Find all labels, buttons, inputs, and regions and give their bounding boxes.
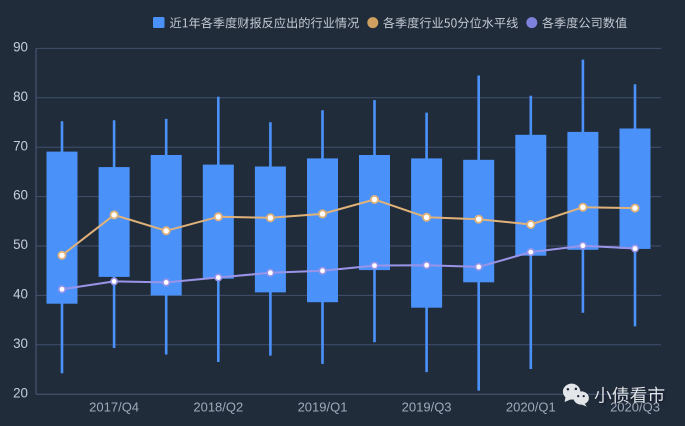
svg-text:2017/Q4: 2017/Q4 [89,399,139,414]
svg-text:60: 60 [13,188,28,203]
svg-text:2019/Q3: 2019/Q3 [402,399,452,414]
svg-text:80: 80 [13,89,28,104]
svg-text:2019/Q1: 2019/Q1 [298,399,348,414]
svg-text:2018/Q2: 2018/Q2 [193,399,243,414]
svg-text:2020/Q1: 2020/Q1 [506,399,556,414]
svg-text:50: 50 [13,237,28,252]
svg-text:90: 90 [13,40,28,55]
svg-text:40: 40 [13,287,28,302]
svg-text:30: 30 [13,336,28,351]
svg-text:70: 70 [13,138,28,153]
svg-text:2020/Q3: 2020/Q3 [610,399,660,414]
svg-text:20: 20 [13,385,28,400]
